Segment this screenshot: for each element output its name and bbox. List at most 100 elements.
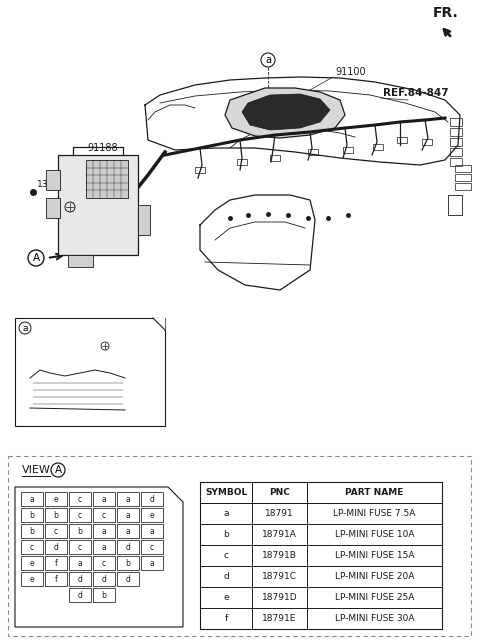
Text: 1141AC: 1141AC [37,336,72,345]
Text: 18791A: 18791A [262,530,297,539]
Polygon shape [15,487,183,627]
Text: LP-MINI FUSE 25A: LP-MINI FUSE 25A [335,593,414,602]
Text: PART NAME: PART NAME [345,488,404,497]
Bar [307,503,442,524]
Bar [252,566,307,587]
Bar [450,128,462,136]
Text: d: d [54,542,59,551]
Text: b: b [30,527,35,536]
Bar [138,205,150,235]
Text: 91100: 91100 [335,67,366,77]
Bar [21,540,43,554]
Bar [117,556,139,570]
Bar [200,482,442,629]
Text: b: b [102,591,107,600]
Bar [93,508,115,522]
Text: LP-MINI FUSE 10A: LP-MINI FUSE 10A [335,530,414,539]
Text: 18791D: 18791D [262,593,297,602]
Bar [58,155,138,255]
Text: c: c [102,558,106,567]
Bar [307,566,442,587]
Bar [69,492,91,506]
Bar [93,524,115,538]
Bar [200,545,252,566]
Text: d: d [150,495,155,504]
Bar [46,170,60,190]
Bar [252,545,307,566]
Text: SYMBOL: SYMBOL [205,488,247,497]
Text: 1141AN: 1141AN [37,348,73,357]
Bar [252,587,307,608]
Polygon shape [153,318,165,330]
Bar [455,165,471,172]
Bar [450,158,462,166]
Bar [200,503,252,524]
Bar [69,572,91,586]
Text: a: a [126,511,131,520]
Text: LP-MINI FUSE 15A: LP-MINI FUSE 15A [335,551,414,560]
Bar [307,587,442,608]
Bar [450,138,462,146]
Text: FR.: FR. [432,6,458,20]
Text: a: a [102,542,107,551]
Text: c: c [78,542,82,551]
Text: 1339CC: 1339CC [37,180,72,189]
Bar [93,540,115,554]
Text: a: a [102,527,107,536]
Text: a: a [265,55,271,65]
Bar [252,503,307,524]
Text: d: d [78,591,83,600]
Bar [397,137,407,143]
Bar [455,174,471,181]
Text: VIEW: VIEW [22,465,51,475]
Bar [141,540,163,554]
Text: a: a [126,527,131,536]
Bar [141,492,163,506]
Bar [117,524,139,538]
Bar [86,160,128,198]
Bar [117,508,139,522]
Text: a: a [126,495,131,504]
Bar [117,540,139,554]
Text: 18791B: 18791B [262,551,297,560]
Bar [343,147,353,153]
Text: c: c [102,511,106,520]
Bar [45,492,67,506]
Bar [141,508,163,522]
Text: d: d [102,574,107,583]
Text: d: d [78,574,83,583]
Text: b: b [126,558,131,567]
Text: a: a [30,495,35,504]
Bar [93,588,115,602]
Text: a: a [78,558,83,567]
Text: d: d [223,572,229,581]
Text: LP-MINI FUSE 30A: LP-MINI FUSE 30A [335,614,414,623]
Bar [195,167,205,173]
Bar [93,492,115,506]
Text: d: d [126,574,131,583]
Bar [308,149,318,155]
Bar [69,588,91,602]
Text: e: e [30,574,34,583]
Text: c: c [30,542,34,551]
Text: c: c [224,551,228,560]
Bar [252,608,307,629]
Bar [93,556,115,570]
Bar [15,318,165,426]
Text: REF.84-847: REF.84-847 [383,88,449,98]
Bar [45,540,67,554]
Text: a: a [22,323,28,332]
Bar [270,155,280,161]
Text: A: A [54,465,61,475]
Text: a: a [223,509,229,518]
Text: 91188: 91188 [88,143,118,153]
Bar [21,572,43,586]
Text: LP-MINI FUSE 7.5A: LP-MINI FUSE 7.5A [333,509,416,518]
Bar [237,159,247,165]
Bar [21,556,43,570]
Text: LP-MINI FUSE 20A: LP-MINI FUSE 20A [335,572,414,581]
Text: c: c [78,511,82,520]
Text: f: f [55,558,58,567]
Text: f: f [55,574,58,583]
Text: c: c [54,527,58,536]
